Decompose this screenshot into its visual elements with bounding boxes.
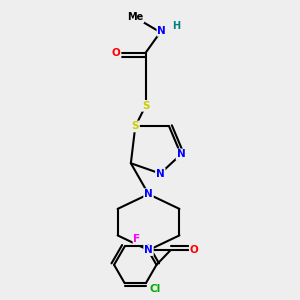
Text: Cl: Cl (149, 284, 160, 294)
Text: N: N (158, 26, 166, 36)
Text: S: S (131, 122, 139, 131)
Text: N: N (156, 169, 165, 178)
Text: O: O (112, 48, 121, 58)
Text: N: N (144, 189, 153, 199)
Text: O: O (190, 245, 199, 255)
Text: F: F (134, 234, 141, 244)
Text: H: H (172, 21, 181, 31)
Text: N: N (144, 245, 153, 255)
Text: S: S (142, 101, 149, 111)
Text: N: N (176, 149, 185, 159)
Text: Me: Me (127, 13, 143, 22)
